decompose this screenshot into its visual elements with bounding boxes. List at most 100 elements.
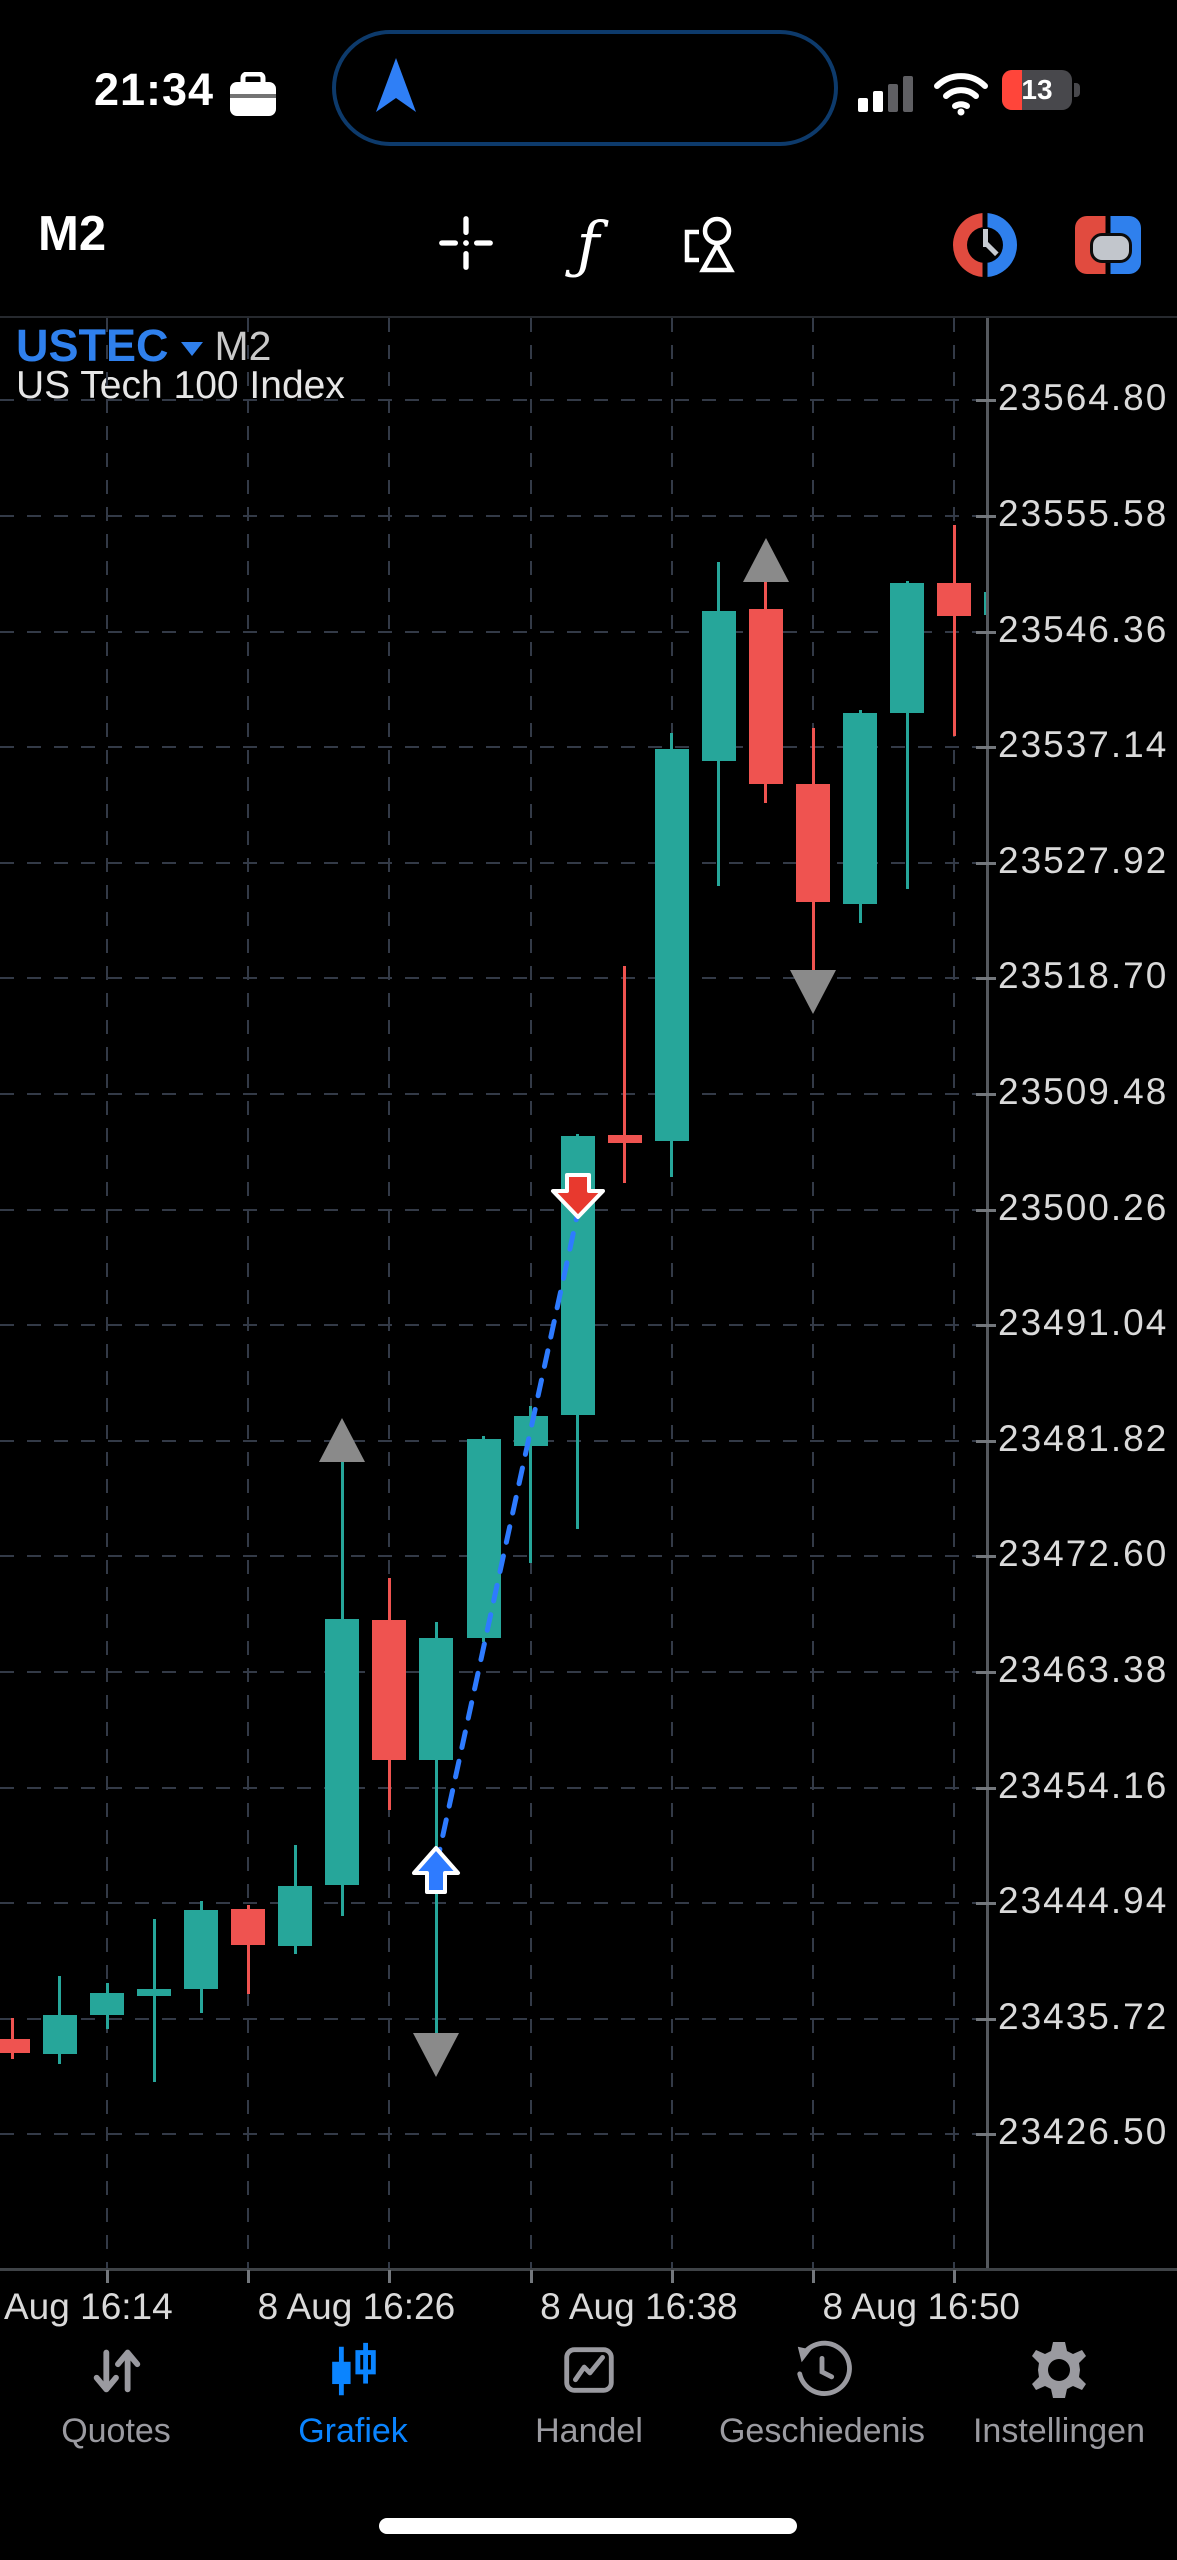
- candle-wick: [529, 1405, 533, 1563]
- candlestick: [843, 712, 878, 905]
- price-axis-tick: [976, 515, 996, 518]
- tab-grafiek-label: Grafiek: [298, 2412, 408, 2450]
- gridline: [0, 977, 986, 980]
- price-axis-label: 23481.82: [998, 1417, 1169, 1459]
- gridline: [0, 861, 986, 864]
- gear-icon: [1025, 2336, 1093, 2404]
- price-axis-tick: [976, 2133, 996, 2137]
- indicators-button[interactable]: ƒ: [549, 206, 627, 284]
- price-axis-tick: [976, 1671, 996, 1674]
- candle-wick: [952, 524, 956, 737]
- gridline: [247, 318, 250, 2268]
- candlestick: [0, 2039, 30, 2053]
- price-axis-line: [986, 318, 989, 2271]
- price-axis-tick: [976, 399, 996, 403]
- history-clock-icon: [788, 2336, 856, 2404]
- price-axis-label: 23555.58: [998, 493, 1169, 534]
- gridline: [0, 1093, 986, 1095]
- indicators-icon: ƒ: [576, 208, 600, 281]
- candle-wick: [623, 965, 627, 1183]
- gridline: [0, 746, 986, 749]
- candlestick: [231, 1908, 266, 1946]
- time-axis-tick: [106, 2270, 109, 2283]
- crosshair-button[interactable]: [427, 206, 505, 284]
- battery-fill: [1002, 70, 1022, 110]
- tab-grafiek[interactable]: Grafiek: [235, 2336, 471, 2451]
- chart-clock-app-icon: [953, 213, 1017, 277]
- candlestick: [278, 1886, 313, 1947]
- price-axis-tick: [976, 977, 996, 981]
- time-axis-tick: [953, 2270, 957, 2283]
- battery-icon: 13: [1002, 70, 1080, 110]
- time-axis-tick: [529, 2270, 533, 2283]
- candlestick: [372, 1620, 407, 1760]
- wifi-icon: [932, 72, 990, 121]
- gridline: [0, 2017, 986, 2020]
- objects-icon: [677, 211, 741, 280]
- time-axis-label: 8 Aug 16:50: [822, 2286, 1021, 2327]
- red-blue-app-button[interactable]: [1069, 206, 1147, 284]
- symbol-name: USTEC: [16, 320, 169, 371]
- candlestick: [90, 1992, 124, 2016]
- trade-sell-arrow-marker: [548, 1172, 608, 1225]
- tab-quotes[interactable]: Quotes: [0, 2336, 234, 2451]
- candlestick-chart-icon: [319, 2336, 387, 2404]
- candlestick: [701, 611, 736, 762]
- trade-chart-icon: [555, 2336, 623, 2404]
- cellular-signal-icon: [858, 76, 916, 112]
- timeframe-label[interactable]: M2: [38, 207, 107, 261]
- price-axis-tick: [976, 1208, 996, 1212]
- triangle-down-marker: [790, 969, 837, 1014]
- gridline: [0, 1902, 986, 1905]
- candlestick: [137, 1988, 172, 1997]
- time-axis-tick: [388, 2270, 392, 2283]
- symbol-selector[interactable]: USTEC M2: [16, 320, 271, 372]
- tab-instellingen[interactable]: Instellingen: [941, 2336, 1177, 2451]
- price-axis-label: 23463.38: [998, 1649, 1169, 1690]
- price-axis-label: 23454.16: [998, 1764, 1169, 1806]
- candlestick: [937, 583, 972, 617]
- price-axis-tick: [976, 630, 996, 634]
- quotes-arrows-icon: [82, 2336, 150, 2404]
- candle-wick: [11, 2017, 15, 2060]
- candlestick: [796, 784, 831, 902]
- gridline: [670, 318, 673, 2268]
- price-axis-label: 23537.14: [998, 724, 1169, 766]
- time-axis-label: Aug 16:14: [4, 2286, 173, 2327]
- gridline: [812, 318, 815, 2268]
- gridline: [106, 318, 108, 2268]
- gridline: [953, 318, 956, 2268]
- candlestick: [419, 1637, 454, 1760]
- tab-handel[interactable]: Handel: [471, 2336, 707, 2451]
- time-axis-label: 8 Aug 16:38: [540, 2286, 738, 2327]
- chart-plot-area[interactable]: [0, 318, 986, 2268]
- price-axis-tick: [976, 1555, 996, 1559]
- gridline: [529, 318, 532, 2268]
- crosshair-icon: [435, 212, 497, 279]
- price-axis-label: 23564.80: [998, 377, 1169, 419]
- price-axis-label: 23435.72: [998, 1995, 1169, 2037]
- chart-bottom-border: [0, 2268, 1177, 2271]
- price-axis-tick: [976, 1324, 996, 1328]
- dynamic-island-navigation-pill[interactable]: [332, 30, 838, 146]
- tab-geschiedenis[interactable]: Geschiedenis: [704, 2336, 940, 2451]
- status-time: 21:34: [93, 64, 215, 115]
- time-axis-tick: [812, 2270, 816, 2283]
- gridline: [0, 1324, 986, 1327]
- chart-clock-app-button[interactable]: [946, 206, 1024, 284]
- tab-handel-label: Handel: [535, 2412, 643, 2450]
- candlestick: [890, 583, 925, 713]
- home-indicator[interactable]: [379, 2518, 797, 2534]
- tab-instellingen-label: Instellingen: [972, 2412, 1145, 2450]
- candlestick: [184, 1909, 219, 1989]
- chart-top-border: [0, 316, 1177, 318]
- objects-button[interactable]: [670, 206, 748, 284]
- red-blue-app-icon: [1075, 216, 1141, 274]
- price-axis-label: 23444.94: [998, 1880, 1169, 1922]
- triangle-up-marker: [319, 1418, 366, 1463]
- price-axis-tick: [976, 1439, 996, 1443]
- candle-wick: [246, 1904, 250, 1994]
- candlestick: [42, 2015, 77, 2055]
- triangle-up-marker: [742, 538, 789, 583]
